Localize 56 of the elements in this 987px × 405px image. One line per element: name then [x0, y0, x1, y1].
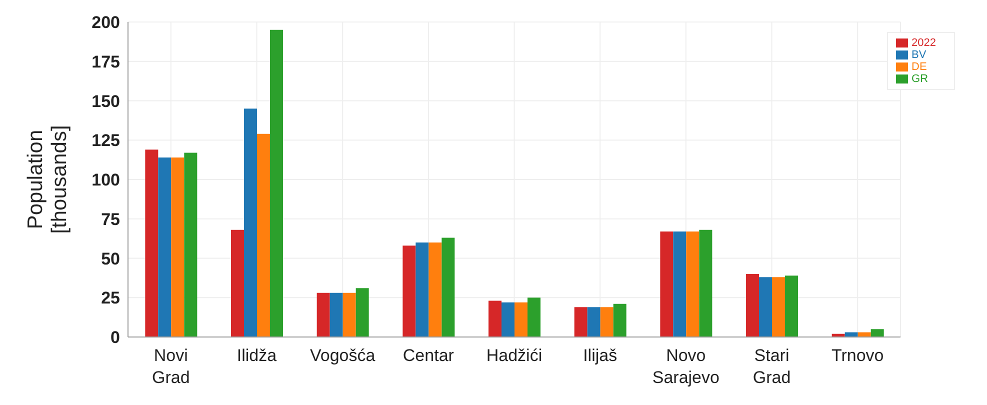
- bar: [699, 230, 712, 337]
- bar: [785, 276, 798, 337]
- bar: [356, 288, 369, 337]
- bar: [416, 242, 429, 337]
- bar: [231, 230, 244, 337]
- x-tick-label: Ilidža: [236, 346, 278, 365]
- x-tick-label: Hadžići: [486, 346, 542, 365]
- x-tick-label: Stari Grad: [752, 346, 791, 387]
- bar: [600, 307, 614, 337]
- bar: [772, 277, 786, 337]
- bar: [330, 292, 343, 337]
- bar: [870, 329, 884, 337]
- bar: [244, 108, 257, 337]
- y-tick-label: 75: [101, 210, 120, 229]
- y-tick-label: 50: [101, 249, 120, 268]
- bar: [342, 292, 356, 337]
- y-axis-title: Population [thousands]: [24, 125, 71, 234]
- legend-label: 2022: [912, 37, 936, 49]
- x-tick-label: Vogošća: [310, 346, 376, 365]
- bar: [574, 307, 588, 337]
- x-tick-label: Ilijaš: [583, 346, 618, 365]
- bar: [442, 238, 455, 337]
- x-tick-label: Novi Grad: [152, 346, 190, 387]
- bar: [316, 292, 330, 337]
- y-tick-label: 0: [110, 328, 120, 348]
- y-tick-label: 125: [92, 131, 120, 150]
- y-tick-label: 150: [92, 92, 120, 111]
- y-tick-label: 175: [92, 52, 120, 72]
- bar: [613, 304, 626, 337]
- x-tick-label: Trnovo: [831, 346, 884, 365]
- y-tick-label: 100: [92, 170, 120, 190]
- bar: [488, 300, 502, 337]
- bar: [673, 231, 686, 337]
- bar: [257, 134, 270, 337]
- bar: [184, 152, 198, 337]
- bar: [587, 307, 600, 337]
- legend-label: GR: [912, 73, 928, 86]
- bar: [402, 246, 416, 337]
- bar: [660, 231, 674, 337]
- x-tick-label: Centar: [402, 346, 454, 365]
- y-tick-label: 25: [101, 288, 120, 308]
- bar: [145, 150, 158, 337]
- bar: [502, 302, 515, 337]
- bar: [171, 157, 184, 337]
- bar: [528, 298, 541, 337]
- bar: [686, 231, 700, 337]
- y-tick-label: 200: [92, 13, 120, 32]
- legend-label: BV: [912, 49, 926, 62]
- bar: [158, 157, 172, 337]
- bar: [270, 30, 283, 337]
- bar: [746, 274, 760, 337]
- bar: [428, 242, 442, 337]
- bar: [759, 277, 772, 337]
- bar: [514, 302, 528, 337]
- x-tick-label: Novo Sarajevo: [652, 346, 720, 387]
- legend-label: DE: [912, 61, 927, 74]
